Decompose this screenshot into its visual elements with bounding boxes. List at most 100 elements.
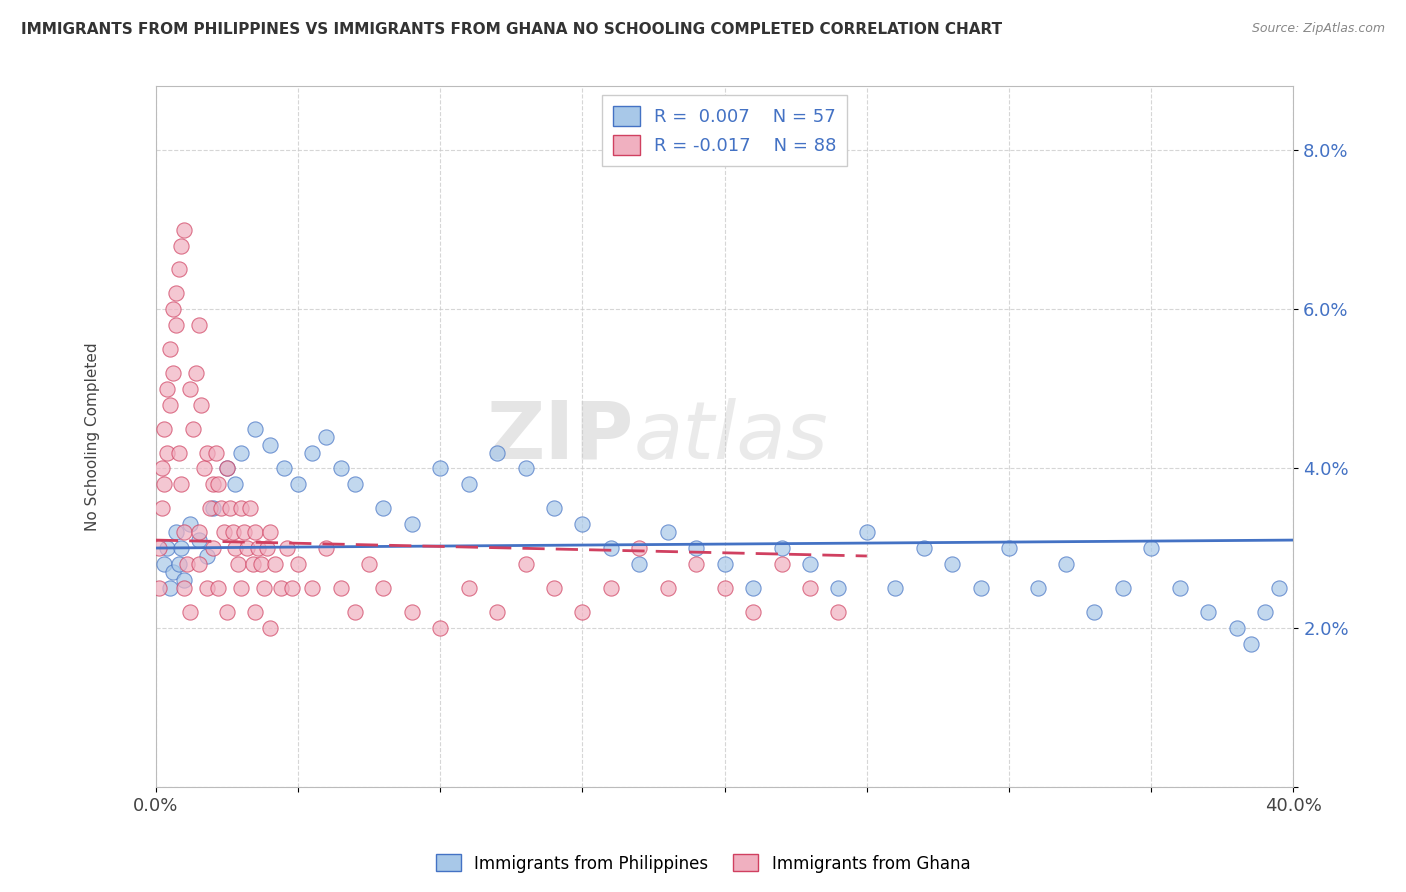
Point bbox=[153, 477, 176, 491]
Point bbox=[212, 525, 235, 540]
Point bbox=[429, 461, 451, 475]
Point bbox=[1168, 581, 1191, 595]
Point bbox=[165, 318, 187, 333]
Point bbox=[179, 382, 201, 396]
Point bbox=[770, 557, 793, 571]
Point bbox=[571, 517, 593, 532]
Point bbox=[224, 541, 246, 555]
Point bbox=[1054, 557, 1077, 571]
Text: atlas: atlas bbox=[634, 398, 828, 475]
Point bbox=[685, 557, 707, 571]
Point bbox=[429, 621, 451, 635]
Point bbox=[799, 581, 821, 595]
Point bbox=[224, 477, 246, 491]
Point bbox=[231, 581, 253, 595]
Point bbox=[165, 525, 187, 540]
Point bbox=[259, 525, 281, 540]
Point bbox=[245, 605, 267, 619]
Point bbox=[713, 581, 735, 595]
Legend: R =  0.007    N = 57, R = -0.017    N = 88: R = 0.007 N = 57, R = -0.017 N = 88 bbox=[602, 95, 848, 166]
Point bbox=[827, 605, 849, 619]
Point bbox=[233, 525, 256, 540]
Point bbox=[207, 477, 229, 491]
Point bbox=[941, 557, 963, 571]
Point bbox=[301, 581, 323, 595]
Point bbox=[184, 366, 207, 380]
Point bbox=[153, 557, 176, 571]
Point bbox=[201, 477, 224, 491]
Point bbox=[486, 445, 509, 459]
Point bbox=[713, 557, 735, 571]
Text: Source: ZipAtlas.com: Source: ZipAtlas.com bbox=[1251, 22, 1385, 36]
Point bbox=[247, 541, 270, 555]
Point bbox=[162, 302, 184, 317]
Point bbox=[1226, 621, 1249, 635]
Point bbox=[228, 557, 250, 571]
Point bbox=[250, 557, 273, 571]
Point bbox=[486, 605, 509, 619]
Point bbox=[150, 501, 173, 516]
Y-axis label: No Schooling Completed: No Schooling Completed bbox=[86, 343, 100, 531]
Point bbox=[173, 222, 195, 236]
Point bbox=[207, 581, 229, 595]
Point bbox=[401, 517, 423, 532]
Point bbox=[156, 541, 179, 555]
Point bbox=[242, 557, 264, 571]
Point bbox=[195, 445, 218, 459]
Point bbox=[657, 581, 679, 595]
Point bbox=[239, 501, 262, 516]
Point bbox=[253, 581, 276, 595]
Point bbox=[1197, 605, 1219, 619]
Point bbox=[742, 581, 765, 595]
Point bbox=[969, 581, 991, 595]
Point bbox=[315, 541, 337, 555]
Point bbox=[173, 525, 195, 540]
Point bbox=[148, 581, 170, 595]
Point bbox=[373, 581, 395, 595]
Point bbox=[343, 477, 366, 491]
Point bbox=[457, 581, 479, 595]
Point bbox=[167, 557, 190, 571]
Point bbox=[215, 461, 238, 475]
Point bbox=[657, 525, 679, 540]
Point bbox=[628, 557, 651, 571]
Point bbox=[998, 541, 1021, 555]
Point bbox=[245, 525, 267, 540]
Point bbox=[287, 477, 309, 491]
Point bbox=[287, 557, 309, 571]
Point bbox=[884, 581, 907, 595]
Point bbox=[1254, 605, 1277, 619]
Point bbox=[245, 422, 267, 436]
Point bbox=[571, 605, 593, 619]
Point bbox=[159, 342, 181, 356]
Point bbox=[221, 525, 243, 540]
Point bbox=[685, 541, 707, 555]
Point bbox=[179, 605, 201, 619]
Point bbox=[1112, 581, 1135, 595]
Point bbox=[218, 501, 240, 516]
Point bbox=[1083, 605, 1105, 619]
Point bbox=[270, 581, 292, 595]
Point bbox=[209, 501, 232, 516]
Point bbox=[373, 501, 395, 516]
Point bbox=[912, 541, 935, 555]
Point bbox=[264, 557, 287, 571]
Point bbox=[170, 238, 193, 252]
Point bbox=[359, 557, 381, 571]
Point bbox=[159, 581, 181, 595]
Point bbox=[1240, 636, 1263, 650]
Point bbox=[1268, 581, 1291, 595]
Point bbox=[259, 437, 281, 451]
Point bbox=[148, 541, 170, 555]
Point bbox=[173, 573, 195, 587]
Point bbox=[201, 501, 224, 516]
Point bbox=[273, 461, 295, 475]
Point bbox=[259, 621, 281, 635]
Point bbox=[187, 318, 209, 333]
Point bbox=[215, 605, 238, 619]
Point bbox=[156, 445, 179, 459]
Point bbox=[187, 525, 209, 540]
Legend: Immigrants from Philippines, Immigrants from Ghana: Immigrants from Philippines, Immigrants … bbox=[429, 847, 977, 880]
Point bbox=[770, 541, 793, 555]
Point bbox=[204, 445, 226, 459]
